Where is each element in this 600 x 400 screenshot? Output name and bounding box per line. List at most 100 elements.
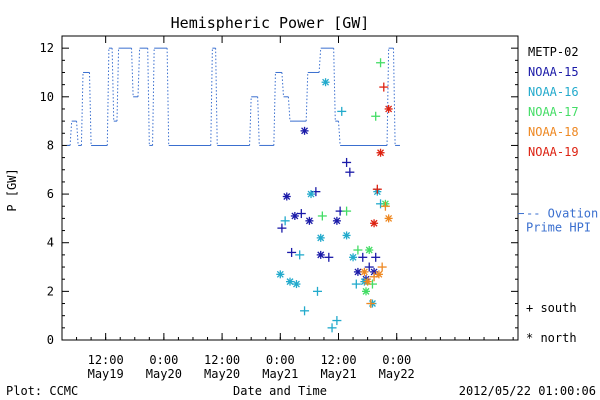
marker-stroke [317, 234, 325, 242]
data-point-noaa-15 [296, 209, 306, 219]
ovation-segment [249, 96, 252, 146]
marker-stroke [370, 268, 378, 276]
data-point-noaa-15 [358, 252, 368, 262]
ovation-label-line1: -- Ovation [526, 207, 598, 221]
ovation-label-line2: Prime HPI [526, 221, 591, 235]
legend-item-noaa-16: NOAA-16 [528, 85, 579, 99]
data-point-noaa-17 [362, 287, 370, 296]
ovation-segment [166, 48, 170, 146]
data-point-noaa-16 [295, 250, 305, 260]
ovation-segment [152, 48, 155, 146]
ovation-segment [305, 72, 309, 122]
data-point-noaa-18 [363, 277, 372, 286]
plot-frame [61, 35, 519, 341]
plot-credit: Plot: CCMC [6, 384, 78, 398]
ovation-segment [76, 121, 79, 146]
data-point-noaa-15 [370, 267, 379, 276]
x-tick-label: 0:00 [149, 353, 178, 367]
ovation-segment [318, 48, 322, 73]
data-point-noaa-17 [376, 58, 386, 68]
y-axis: 0 2 4 6 8 10 12 [40, 35, 518, 347]
data-point-noaa-15 [316, 250, 325, 259]
data-point-noaa-16 [300, 306, 310, 316]
x-tick-label: 0:00 [382, 353, 411, 367]
x-tick-label: 12:00 [204, 353, 240, 367]
data-point-noaa-19 [372, 184, 382, 194]
marker-stroke [317, 251, 325, 259]
marker-stroke [276, 270, 284, 278]
data-point-noaa-17 [371, 111, 381, 121]
ovation-segment [137, 48, 141, 97]
data-point-noaa-18 [384, 214, 393, 223]
x-tick-label: 0:00 [266, 353, 295, 367]
marker-key-south: + south [526, 301, 577, 315]
ovation-segment [69, 121, 73, 146]
data-point-noaa-16 [312, 286, 322, 296]
y-tick-label: 2 [47, 284, 54, 298]
marker-stroke [322, 78, 330, 86]
ovation-series [66, 47, 400, 146]
legend-item-noaa-19: NOAA-19 [528, 145, 579, 159]
y-tick-label: 8 [47, 138, 54, 152]
data-point-noaa-16 [321, 78, 330, 87]
data-point-noaa-15 [332, 216, 341, 225]
marker-key-north: * north [526, 331, 577, 345]
data-point-noaa-17 [342, 206, 352, 216]
x-tick-date: May20 [146, 367, 182, 381]
data-point-noaa-15 [277, 223, 287, 233]
data-point-noaa-16 [327, 323, 337, 333]
marker-stroke [349, 253, 357, 261]
data-point-noaa-16 [276, 270, 285, 279]
marker-stroke [307, 190, 315, 198]
x-tick-label: 12:00 [88, 353, 124, 367]
x-axis: 12:00May190:00May2012:00May200:00May2112… [61, 36, 514, 381]
data-point-noaa-15 [364, 262, 374, 272]
marker-stroke [385, 214, 393, 222]
ovation-segment [131, 48, 134, 97]
x-tick-date: May22 [379, 367, 415, 381]
data-point-noaa-16 [349, 253, 358, 262]
marker-stroke [362, 287, 370, 295]
ovation-segment [287, 96, 291, 122]
y-tick-label: 0 [47, 333, 54, 347]
data-point-noaa-15 [282, 192, 291, 201]
ovation-segment [338, 121, 341, 146]
ovation-segment [281, 72, 285, 97]
data-point-noaa-19 [379, 82, 389, 92]
legend-item-noaa-18: NOAA-18 [528, 125, 579, 139]
marker-stroke [283, 193, 291, 200]
marker-stroke [370, 219, 378, 227]
data-point-noaa-18 [377, 262, 387, 272]
data-point-noaa-18 [380, 201, 390, 211]
data-point-noaa-16 [280, 216, 290, 226]
data-point-noaa-16 [332, 316, 342, 326]
data-point-noaa-15 [371, 252, 381, 262]
data-point-noaa-16 [351, 279, 361, 289]
legend-item-noaa-15: NOAA-15 [528, 65, 579, 79]
marker-stroke [293, 280, 300, 288]
data-point-noaa-18 [366, 299, 376, 309]
marker-stroke [305, 217, 313, 225]
marker-stroke [385, 105, 393, 113]
ovation-segment [386, 48, 390, 146]
data-point-noaa-17 [365, 246, 374, 255]
data-point-noaa-17 [317, 211, 327, 221]
legend-item-metp-02: METP-02 [528, 45, 579, 59]
y-tick-label: 12 [40, 41, 54, 55]
ovation-segment [210, 48, 213, 146]
marker-stroke [364, 278, 372, 286]
legend-item-noaa-17: NOAA-17 [528, 105, 579, 119]
marker-stroke [354, 268, 362, 276]
ovation-segment [116, 48, 120, 122]
y-axis-label: P [GW] [5, 168, 19, 211]
data-point-noaa-19 [376, 148, 385, 157]
data-point-noaa-16 [292, 280, 301, 289]
chart-title: Hemispheric Power [GW] [171, 14, 370, 32]
ovation-segment [257, 96, 260, 146]
data-point-noaa-15 [342, 157, 352, 167]
data-point-noaa-16 [316, 233, 325, 242]
x-axis-label: Date and Time [233, 384, 327, 398]
ovation-segment [80, 72, 84, 146]
